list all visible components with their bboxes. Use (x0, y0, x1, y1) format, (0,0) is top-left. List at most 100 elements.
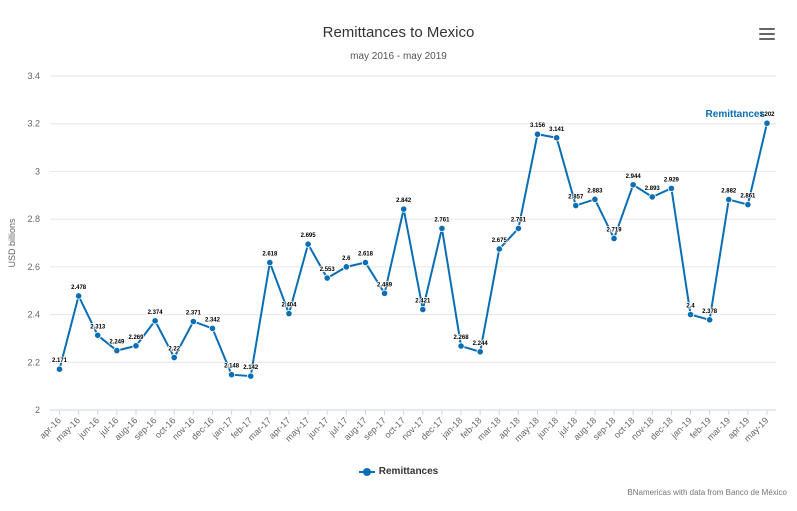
data-point[interactable] (438, 224, 446, 233)
gridlines (50, 75, 776, 411)
data-point[interactable] (610, 234, 618, 243)
data-label: 2.22 (168, 347, 180, 353)
data-label: 2.148 (224, 364, 240, 370)
data-point[interactable] (266, 258, 274, 267)
data-point[interactable] (686, 310, 695, 319)
data-label: 2.553 (320, 267, 336, 273)
data-point[interactable] (648, 193, 656, 201)
x-tick-label: jan-17 (210, 415, 235, 440)
data-labels: 2.1712.4782.3132.2492.2692.3742.222.3712… (51, 111, 776, 371)
data-label: 2.404 (281, 303, 297, 309)
data-point[interactable] (419, 305, 427, 314)
data-label: 2.761 (434, 217, 450, 223)
data-point[interactable] (113, 346, 121, 355)
series-line-remittances[interactable] (58, 123, 768, 378)
data-point[interactable] (189, 317, 197, 326)
data-point[interactable] (151, 317, 159, 325)
data-point[interactable] (514, 224, 523, 233)
data-point[interactable] (170, 353, 178, 362)
data-label: 2.342 (205, 317, 221, 323)
data-label: 2.883 (587, 188, 603, 194)
data-point[interactable] (744, 200, 752, 209)
legend-label: Remittances (378, 466, 439, 477)
data-point[interactable] (553, 134, 561, 142)
data-label: 2.478 (71, 285, 87, 291)
data-label: 2.861 (740, 194, 756, 200)
data-label: 2.929 (664, 177, 680, 183)
data-point[interactable] (667, 184, 675, 192)
data-label: 2.142 (243, 365, 259, 371)
data-label: 2.421 (415, 299, 431, 305)
data-point[interactable] (629, 181, 637, 189)
x-tick-label: jun-17 (305, 415, 330, 440)
data-label: 2.269 (128, 335, 144, 341)
y-tick-label: 2.4 (27, 310, 40, 320)
data-point[interactable] (55, 365, 64, 373)
data-point[interactable] (457, 342, 465, 350)
data-points (55, 119, 771, 380)
data-point[interactable] (132, 342, 140, 350)
data-label: 2.4 (686, 304, 695, 310)
data-point[interactable] (247, 372, 255, 380)
data-point[interactable] (380, 289, 389, 297)
data-point[interactable] (304, 240, 312, 248)
data-label: 2.719 (607, 227, 623, 233)
data-point[interactable] (342, 263, 350, 271)
data-label: 2.944 (626, 174, 642, 180)
data-label: 2.695 (301, 233, 317, 239)
data-label: 2.857 (568, 195, 584, 201)
data-label: 2.171 (52, 358, 68, 364)
data-point[interactable] (208, 324, 217, 333)
data-point[interactable] (763, 119, 771, 127)
data-point[interactable] (476, 348, 484, 356)
y-tick-label: 2.8 (27, 214, 40, 224)
data-point[interactable] (533, 130, 542, 138)
y-tick-label: 2 (35, 405, 40, 415)
data-point[interactable] (495, 245, 503, 253)
data-label: 3.141 (549, 127, 565, 133)
data-label: 2.489 (377, 282, 393, 288)
data-point[interactable] (725, 195, 733, 204)
data-point[interactable] (285, 310, 293, 318)
legend-marker-icon (358, 467, 375, 477)
y-axis-title: USD billions (7, 218, 17, 268)
data-label: 2.374 (148, 310, 164, 316)
data-point[interactable] (94, 331, 102, 339)
credits: BNamericas with data from Banco de Méxic… (627, 488, 787, 497)
series-end-label: Remittances (706, 109, 766, 120)
x-tick-label: jan-19 (668, 415, 693, 440)
data-point[interactable] (706, 316, 714, 324)
data-point[interactable] (400, 205, 408, 213)
data-point[interactable] (361, 258, 370, 267)
data-point[interactable] (75, 292, 83, 300)
data-point[interactable] (572, 201, 580, 210)
y-tick-label: 3.4 (27, 71, 40, 81)
x-tick-label: jan-18 (439, 415, 464, 440)
y-tick-label: 2.2 (27, 357, 40, 367)
x-axis: apr-16may-16jun-16jul-16aug-16sep-16oct-… (37, 409, 776, 444)
data-label: 2.618 (262, 252, 278, 258)
y-axis: 2 2.2 2.4 2.6 2.8 3 3.2 3.4 (27, 71, 40, 415)
data-label: 2.675 (492, 238, 508, 244)
data-label: 2.268 (454, 335, 470, 341)
data-label: 2.244 (473, 341, 489, 347)
data-label: 3.156 (530, 123, 546, 129)
legend-item-remittances[interactable]: Remittances (358, 466, 439, 477)
y-tick-label: 3.2 (27, 119, 40, 129)
data-point[interactable] (227, 371, 236, 379)
x-tick-label: jun-18 (535, 415, 560, 440)
data-point[interactable] (591, 195, 599, 203)
data-label: 2.618 (358, 252, 374, 258)
data-point[interactable] (323, 274, 331, 282)
x-tick-label: jun-16 (76, 415, 101, 440)
data-label: 2.6 (342, 256, 351, 262)
legend: Remittances (0, 466, 797, 480)
chart-title: Remittances to Mexico (322, 24, 475, 41)
data-label: 2.893 (645, 186, 661, 192)
y-tick-label: 3 (35, 166, 40, 176)
data-label: 2.371 (186, 310, 202, 316)
y-tick-label: 2.6 (27, 262, 40, 272)
hamburger-menu-icon[interactable] (759, 28, 775, 42)
data-label: 2.761 (511, 217, 527, 223)
